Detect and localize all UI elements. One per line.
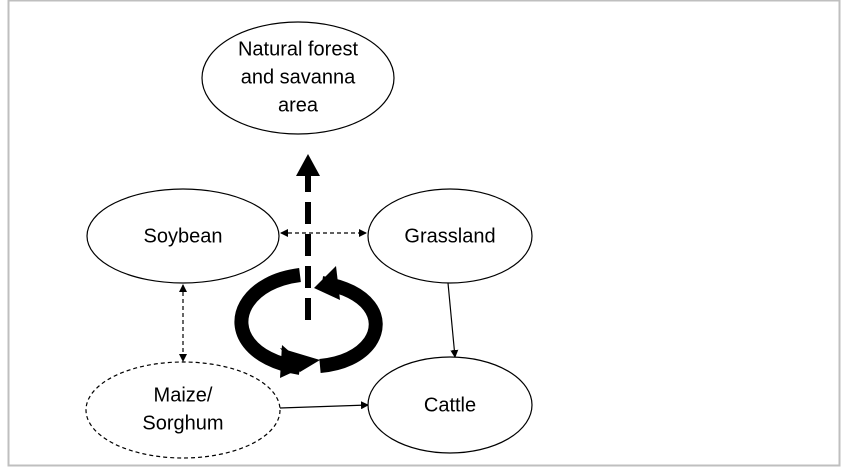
node-label: Cattle bbox=[424, 394, 476, 416]
node-forest bbox=[201, 21, 395, 135]
node-label: Maize/ bbox=[154, 384, 213, 406]
node-label: and savanna bbox=[241, 66, 356, 88]
cycle-icon bbox=[234, 266, 383, 378]
node-label: Natural forest bbox=[238, 38, 358, 60]
grass-cattle-arrow bbox=[447, 282, 459, 358]
node-soybean bbox=[86, 188, 280, 284]
maize-cattle-arrow bbox=[279, 401, 369, 410]
node-label: Sorghum bbox=[142, 412, 223, 434]
node-label: Soybean bbox=[144, 225, 223, 247]
node-grassland bbox=[367, 188, 533, 284]
node-cattle bbox=[367, 356, 533, 454]
node-maize bbox=[85, 361, 281, 459]
node-label: Grassland bbox=[404, 225, 495, 247]
node-label: area bbox=[278, 94, 319, 116]
